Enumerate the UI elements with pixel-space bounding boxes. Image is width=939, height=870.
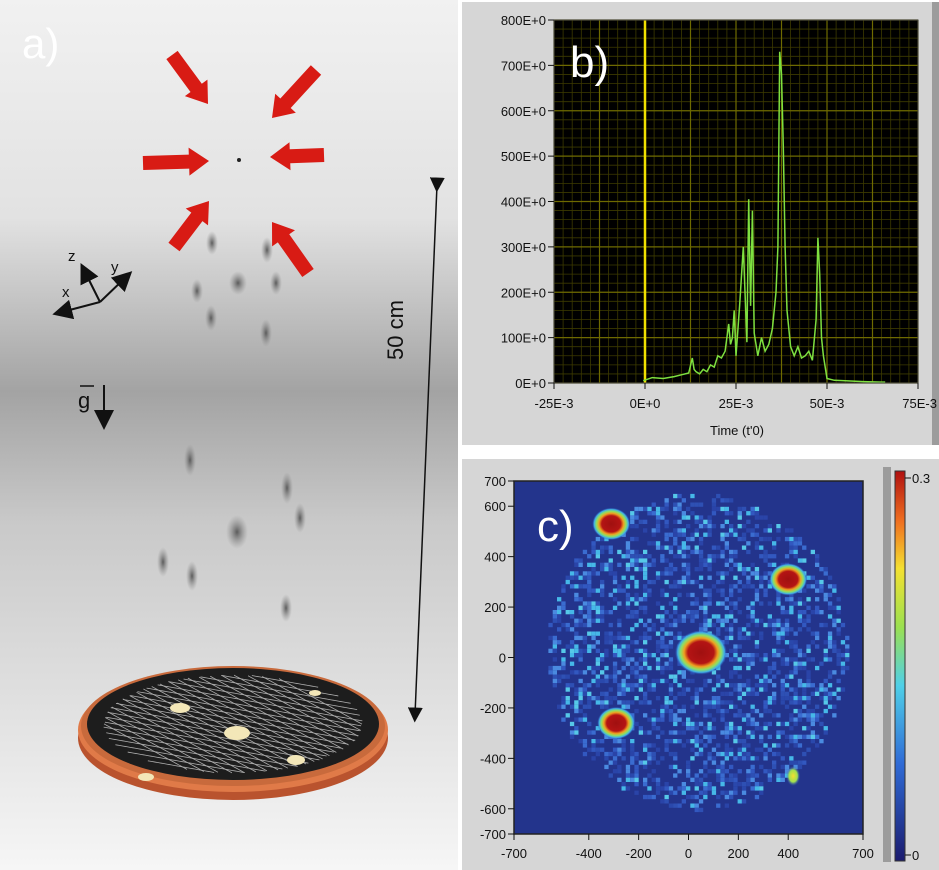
y-tick-label: -600 [480, 802, 506, 817]
detector-plate [78, 666, 388, 800]
hotspot [597, 706, 636, 740]
falling-atoms [157, 231, 306, 622]
colorbar-tick-label: 0.3 [912, 471, 930, 486]
colorbar-tick-label: 0 [912, 848, 919, 863]
x-tick-label: 75E-3 [902, 396, 937, 411]
x-tick-label: 400 [777, 846, 799, 861]
laser-arrow [166, 50, 208, 104]
panel-c-heatmap: 700 600 400 200 0 -200 -400 -600 -700 -700 -400 -2… [462, 459, 939, 870]
x-tick-label: 50E-3 [810, 396, 845, 411]
y-tick-label: -200 [480, 701, 506, 716]
laser-arrows [142, 50, 325, 278]
y-tick-label: 0E+0 [515, 376, 546, 391]
schematic-drawing: a) z y x g [0, 0, 458, 870]
laser-arrow [142, 147, 209, 176]
gravity-label: g [78, 388, 90, 413]
hotspot [786, 766, 801, 787]
heatmap-plot-area [513, 480, 864, 835]
y-tick-label: 700E+0 [501, 58, 546, 73]
x-tick-label: 0E+0 [630, 396, 661, 411]
x-tick-label: -400 [576, 846, 602, 861]
distance-label: 50 cm [383, 300, 408, 360]
axis-x-label: x [62, 284, 70, 301]
hotspot [592, 507, 631, 541]
distance-arrow [407, 177, 445, 723]
y-tick-label: 200E+0 [501, 285, 546, 300]
panel-b-time-trace: 0E+0 100E+0 200E+0 300E+0 400E+0 500E+0 600E+0… [462, 2, 939, 445]
y-tick-label: 700 [484, 474, 506, 489]
y-tick-label: 200 [484, 600, 506, 615]
y-tick-label: 500E+0 [501, 149, 546, 164]
x-tick-label: 0 [685, 846, 692, 861]
atom-cloud-dot [237, 158, 241, 162]
heatmap-chart: 700 600 400 200 0 -200 -400 -600 -700 -700 -400 -2… [462, 459, 939, 870]
series-line [642, 51, 886, 383]
x-tick-label: 200 [728, 846, 750, 861]
y-tick-label: 100E+0 [501, 331, 546, 346]
x-tick-label: 700 [852, 846, 874, 861]
axis-z-label: z [68, 248, 76, 265]
x-tick-label: -700 [501, 846, 527, 861]
y-tick-label: 400E+0 [501, 195, 546, 210]
y-tick-label: 400 [484, 550, 506, 565]
x-tick-label: -200 [626, 846, 652, 861]
panel-letter-b: b) [570, 38, 609, 87]
y-tick-label: 800E+0 [501, 13, 546, 28]
colorbar [894, 470, 906, 862]
x-axis-label: Time (t'0) [710, 423, 764, 438]
y-tick-label: -400 [480, 751, 506, 766]
line-chart: 0E+0 100E+0 200E+0 300E+0 400E+0 500E+0 600E+0… [462, 2, 939, 445]
axis-y-label: y [111, 259, 119, 276]
laser-arrow [272, 222, 314, 278]
laser-arrow [270, 142, 325, 171]
laser-arrow [168, 201, 209, 252]
x-tick-label: -25E-3 [534, 396, 573, 411]
hotspot [674, 630, 727, 675]
panel-letter-a: a) [22, 20, 59, 67]
laser-arrow [272, 65, 322, 118]
hotspot [769, 563, 808, 596]
panel-letter-c: c) [537, 502, 574, 551]
panel-a-schematic: a) z y x g [0, 0, 458, 870]
x-tick-label: 25E-3 [719, 396, 754, 411]
y-tick-label: 300E+0 [501, 240, 546, 255]
y-tick-label: 0 [499, 651, 506, 666]
y-tick-label: -700 [480, 827, 506, 842]
coordinate-axes [52, 263, 133, 320]
y-tick-label: 600E+0 [501, 104, 546, 119]
y-tick-label: 600 [484, 499, 506, 514]
